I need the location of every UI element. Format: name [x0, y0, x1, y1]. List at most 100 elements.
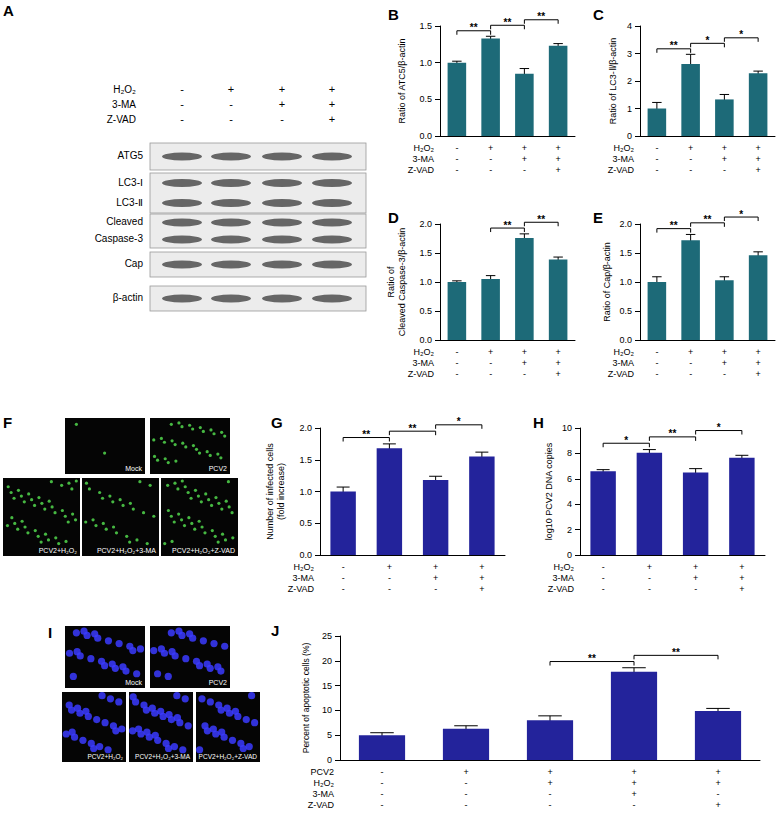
svg-text:+: +: [739, 573, 744, 583]
svg-text:A: A: [3, 2, 14, 19]
svg-text:0.5: 0.5: [299, 518, 312, 528]
svg-text:**: **: [670, 40, 678, 51]
svg-text:-: -: [489, 369, 492, 379]
svg-text:-: -: [523, 165, 526, 175]
svg-text:1.5: 1.5: [419, 248, 432, 258]
svg-text:+: +: [555, 154, 560, 164]
svg-text:3-MA: 3-MA: [412, 154, 434, 164]
svg-text:-: -: [489, 165, 492, 175]
svg-text:1.0: 1.0: [419, 58, 432, 68]
svg-text:+: +: [715, 778, 720, 788]
svg-text:+: +: [722, 358, 727, 368]
svg-text:-: -: [180, 83, 184, 95]
svg-text:+: +: [279, 83, 285, 95]
svg-text:-: -: [655, 347, 658, 357]
svg-text:-: -: [455, 369, 458, 379]
svg-text:ATG5: ATG5: [118, 150, 144, 161]
svg-text:**: **: [537, 214, 545, 225]
svg-text:Caspase-3: Caspase-3: [95, 233, 144, 244]
svg-text:H₂O₂: H₂O₂: [294, 562, 315, 572]
svg-text:-: -: [633, 800, 636, 810]
svg-text:Z-VAD: Z-VAD: [608, 165, 635, 175]
svg-text:10: 10: [322, 705, 332, 715]
svg-text:1: 1: [627, 104, 632, 114]
svg-text:-: -: [455, 165, 458, 175]
svg-text:+: +: [755, 369, 760, 379]
svg-text:*: *: [739, 209, 743, 220]
svg-text:PCV2: PCV2: [209, 679, 227, 686]
svg-text:H₂O₂: H₂O₂: [113, 84, 136, 95]
svg-text:5: 5: [327, 730, 332, 740]
svg-text:PCV2+H₂O₂+3-MA: PCV2+H₂O₂+3-MA: [135, 753, 191, 760]
svg-text:-: -: [689, 369, 692, 379]
svg-text:2.0: 2.0: [299, 423, 312, 433]
svg-text:PCV2+H₂O₂+Z-VAD: PCV2+H₂O₂+Z-VAD: [199, 753, 258, 760]
svg-text:+: +: [755, 143, 760, 153]
svg-text:Z-VAD: Z-VAD: [608, 369, 635, 379]
svg-text:+: +: [693, 573, 698, 583]
svg-text:+: +: [279, 98, 285, 110]
svg-text:0.5: 0.5: [419, 306, 432, 316]
svg-text:PCV2+H₂O₂: PCV2+H₂O₂: [87, 753, 123, 760]
svg-text:+: +: [631, 767, 636, 777]
svg-text:-: -: [655, 165, 658, 175]
svg-text:+: +: [463, 767, 468, 777]
svg-text:-: -: [455, 154, 458, 164]
svg-text:+: +: [433, 573, 438, 583]
svg-text:+: +: [755, 154, 760, 164]
svg-text:-: -: [342, 573, 345, 583]
svg-text:Ratio of: Ratio of: [386, 266, 396, 298]
svg-text:(fold increase): (fold increase): [276, 463, 286, 520]
svg-text:-: -: [455, 358, 458, 368]
svg-text:15: 15: [322, 681, 332, 691]
svg-text:-: -: [381, 778, 384, 788]
svg-text:-: -: [180, 113, 184, 125]
svg-text:-: -: [388, 573, 391, 583]
svg-text:*: *: [706, 35, 710, 46]
svg-text:3-MA: 3-MA: [612, 358, 634, 368]
svg-text:*: *: [457, 416, 461, 427]
svg-text:+: +: [739, 562, 744, 572]
svg-text:Mock: Mock: [125, 679, 142, 686]
svg-text:Z-VAD: Z-VAD: [308, 800, 335, 810]
svg-text:-: -: [455, 347, 458, 357]
svg-text:H₂O₂: H₂O₂: [614, 347, 635, 357]
svg-text:+: +: [329, 113, 335, 125]
svg-text:-: -: [489, 154, 492, 164]
svg-text:B: B: [388, 6, 399, 23]
svg-text:+: +: [329, 83, 335, 95]
svg-text:20: 20: [322, 656, 332, 666]
svg-text:0: 0: [567, 550, 572, 560]
svg-text:-: -: [549, 800, 552, 810]
svg-text:-: -: [655, 143, 658, 153]
svg-text:H₂O₂: H₂O₂: [554, 562, 575, 572]
svg-text:-: -: [655, 154, 658, 164]
svg-text:-: -: [689, 358, 692, 368]
svg-text:+: +: [693, 562, 698, 572]
svg-text:-: -: [455, 143, 458, 153]
svg-text:+: +: [715, 800, 720, 810]
svg-text:8: 8: [567, 448, 572, 458]
svg-text:Cleaved: Cleaved: [106, 216, 143, 227]
svg-text:-: -: [229, 98, 233, 110]
svg-text:Z-VAD: Z-VAD: [288, 584, 315, 594]
svg-text:-: -: [648, 573, 651, 583]
svg-text:-: -: [489, 358, 492, 368]
svg-text:+: +: [647, 562, 652, 572]
svg-text:4: 4: [627, 21, 632, 31]
svg-text:3-MA: 3-MA: [412, 358, 434, 368]
svg-text:Cleaved Caspase-3/β-actin: Cleaved Caspase-3/β-actin: [397, 228, 407, 337]
svg-text:3-MA: 3-MA: [612, 154, 634, 164]
svg-text:+: +: [755, 347, 760, 357]
svg-text:Ratio of LC3-Ⅱ/β-actin: Ratio of LC3-Ⅱ/β-actin: [608, 38, 618, 125]
svg-text:log10 PCV2 DNA copies: log10 PCV2 DNA copies: [544, 442, 554, 540]
svg-text:**: **: [409, 423, 417, 434]
svg-text:+: +: [555, 358, 560, 368]
svg-text:-: -: [523, 369, 526, 379]
svg-text:+: +: [722, 347, 727, 357]
svg-text:PCV2+H₂O₂+Z-VAD: PCV2+H₂O₂+Z-VAD: [172, 547, 235, 554]
svg-text:+: +: [479, 584, 484, 594]
svg-text:-: -: [689, 154, 692, 164]
svg-text:**: **: [588, 653, 596, 664]
svg-text:+: +: [631, 778, 636, 788]
